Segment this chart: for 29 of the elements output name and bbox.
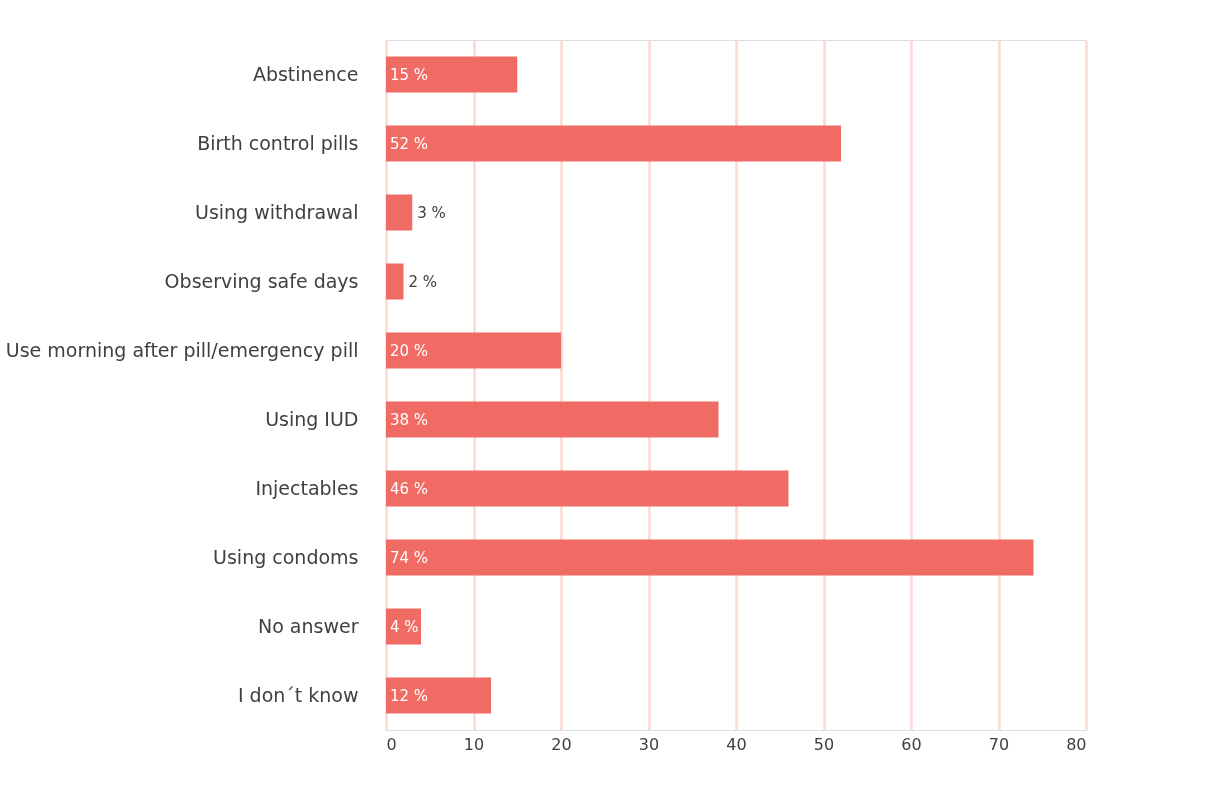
y-tick-label: Using condoms bbox=[213, 545, 359, 568]
data-label: 2 % bbox=[408, 272, 438, 291]
x-tick-label: 20 bbox=[551, 734, 572, 754]
data-label: 52 % bbox=[390, 134, 429, 153]
x-tick-label: 10 bbox=[463, 734, 485, 754]
data-label: 46 % bbox=[390, 479, 429, 498]
y-tick-label: No answer bbox=[257, 614, 359, 637]
y-tick-label: Using IUD bbox=[265, 407, 359, 430]
x-tick-label: 60 bbox=[901, 734, 922, 754]
data-label: 38 % bbox=[390, 410, 429, 429]
y-tick-label: Observing safe days bbox=[164, 269, 359, 292]
y-tick-label: Abstinence bbox=[252, 62, 359, 85]
data-label: 74 % bbox=[390, 548, 429, 567]
data-label: 15 % bbox=[390, 65, 429, 84]
x-tick-label: 70 bbox=[988, 734, 1010, 754]
x-tick-label: 50 bbox=[813, 734, 835, 754]
x-tick-label: 80 bbox=[1066, 734, 1087, 754]
data-label: 12 % bbox=[390, 686, 429, 705]
data-label: 20 % bbox=[390, 341, 429, 360]
x-tick-label: 40 bbox=[726, 734, 747, 754]
data-label: 3 % bbox=[417, 203, 446, 222]
y-tick-label: Injectables bbox=[255, 476, 359, 499]
y-tick-label: Birth control pills bbox=[197, 131, 359, 154]
y-tick-label: Using withdrawal bbox=[194, 200, 359, 223]
y-tick-label: Use morning after pill/emergency pill bbox=[5, 338, 359, 361]
y-tick-label: I don´t know bbox=[237, 683, 359, 706]
x-tick-label: 0 bbox=[386, 734, 397, 754]
x-tick-label: 30 bbox=[638, 734, 660, 754]
data-label: 4 % bbox=[390, 617, 419, 636]
